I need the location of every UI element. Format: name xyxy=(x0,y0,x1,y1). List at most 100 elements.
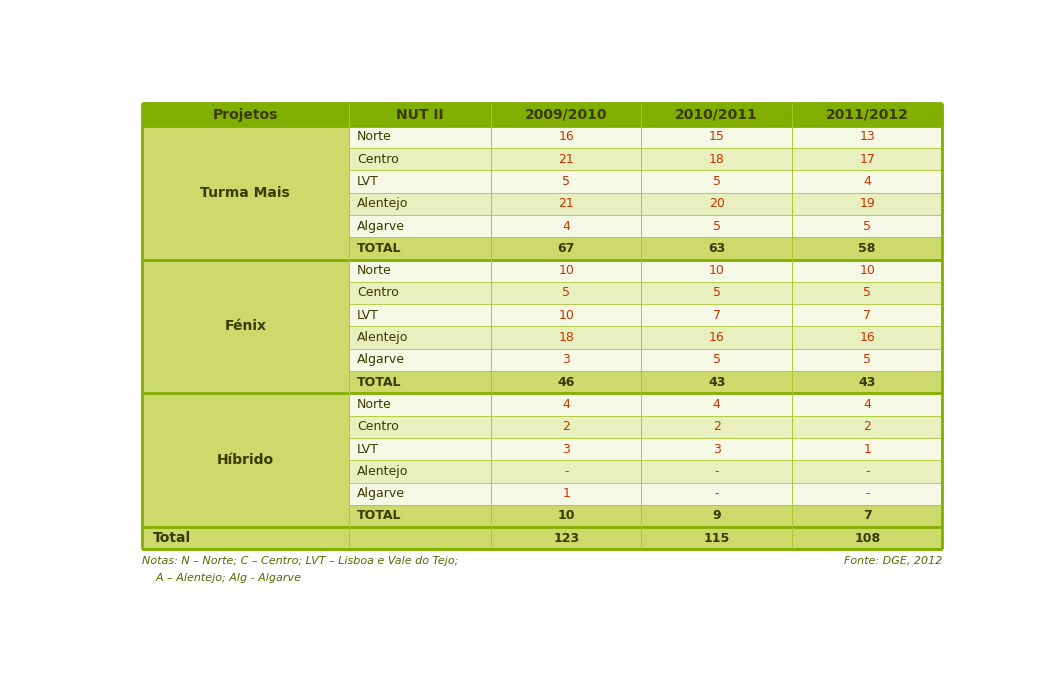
Bar xyxy=(791,215,943,237)
Text: 10: 10 xyxy=(558,509,574,522)
Text: 5: 5 xyxy=(863,287,871,299)
Text: A – Alentejo; Alg - Algarve: A – Alentejo; Alg - Algarve xyxy=(142,572,302,583)
Bar xyxy=(641,416,791,438)
Text: -: - xyxy=(714,465,719,478)
Text: -: - xyxy=(864,465,870,478)
Bar xyxy=(491,282,641,304)
Text: Alentejo: Alentejo xyxy=(358,198,408,210)
Text: 2: 2 xyxy=(562,420,570,433)
Text: 1: 1 xyxy=(562,487,570,500)
Bar xyxy=(641,327,791,349)
Bar xyxy=(491,304,641,327)
Text: 2: 2 xyxy=(713,420,720,433)
Text: 5: 5 xyxy=(562,287,570,299)
Text: 2009/2010: 2009/2010 xyxy=(525,107,607,122)
Text: LVT: LVT xyxy=(358,443,379,456)
Bar xyxy=(641,193,791,215)
Text: 5: 5 xyxy=(863,353,871,367)
Bar xyxy=(641,349,791,371)
Bar xyxy=(348,193,491,215)
Text: 4: 4 xyxy=(863,398,871,411)
Text: 4: 4 xyxy=(713,398,720,411)
Text: 115: 115 xyxy=(704,532,730,545)
Bar xyxy=(791,438,943,460)
Text: 5: 5 xyxy=(562,175,570,188)
Bar xyxy=(641,438,791,460)
Bar xyxy=(791,393,943,416)
Text: Alentejo: Alentejo xyxy=(358,465,408,478)
Bar xyxy=(791,527,943,549)
Text: 7: 7 xyxy=(713,309,720,322)
Bar xyxy=(491,393,641,416)
Text: 16: 16 xyxy=(859,331,875,344)
Bar xyxy=(791,483,943,504)
Text: 4: 4 xyxy=(562,398,570,411)
Bar xyxy=(791,103,943,126)
Text: TOTAL: TOTAL xyxy=(358,375,402,388)
Text: -: - xyxy=(714,487,719,500)
Bar xyxy=(491,126,641,148)
Bar xyxy=(791,371,943,393)
Text: -: - xyxy=(864,487,870,500)
Bar xyxy=(348,237,491,259)
Text: 13: 13 xyxy=(859,130,875,143)
Text: 43: 43 xyxy=(708,375,726,388)
Bar xyxy=(641,282,791,304)
Text: Norte: Norte xyxy=(358,264,391,277)
Text: 2010/2011: 2010/2011 xyxy=(675,107,759,122)
Bar xyxy=(641,148,791,170)
Text: 43: 43 xyxy=(858,375,876,388)
Text: 15: 15 xyxy=(709,130,725,143)
Bar xyxy=(348,282,491,304)
Bar xyxy=(348,460,491,483)
Bar xyxy=(491,237,641,259)
Bar xyxy=(641,393,791,416)
Text: LVT: LVT xyxy=(358,309,379,322)
Text: 2: 2 xyxy=(863,420,871,433)
Bar xyxy=(491,504,641,527)
Bar xyxy=(348,504,491,527)
Bar xyxy=(641,483,791,504)
Bar xyxy=(491,148,641,170)
Text: Norte: Norte xyxy=(358,130,391,143)
Text: TOTAL: TOTAL xyxy=(358,509,402,522)
Bar xyxy=(491,215,641,237)
Bar xyxy=(491,193,641,215)
Bar xyxy=(641,527,791,549)
Text: Centro: Centro xyxy=(358,153,399,166)
Text: Algarve: Algarve xyxy=(358,353,405,367)
Bar xyxy=(142,393,348,527)
Text: 16: 16 xyxy=(559,130,574,143)
Text: Projetos: Projetos xyxy=(213,107,278,122)
Bar xyxy=(348,103,491,126)
Text: 4: 4 xyxy=(863,175,871,188)
Bar xyxy=(491,103,641,126)
Text: Notas: N – Norte; C – Centro; LVT – Lisboa e Vale do Tejo;: Notas: N – Norte; C – Centro; LVT – Lisb… xyxy=(142,555,458,566)
Bar xyxy=(491,327,641,349)
Text: LVT: LVT xyxy=(358,175,379,188)
Text: Turma Mais: Turma Mais xyxy=(200,185,290,200)
Bar xyxy=(348,438,491,460)
Bar xyxy=(348,304,491,327)
Text: 10: 10 xyxy=(559,264,574,277)
Text: 7: 7 xyxy=(862,509,872,522)
Bar xyxy=(348,327,491,349)
Text: 5: 5 xyxy=(713,287,720,299)
Text: 10: 10 xyxy=(559,309,574,322)
Text: 3: 3 xyxy=(713,443,720,456)
Bar xyxy=(791,327,943,349)
Text: Fonte: DGE, 2012: Fonte: DGE, 2012 xyxy=(844,555,943,566)
Bar xyxy=(641,103,791,126)
Text: Algarve: Algarve xyxy=(358,487,405,500)
Text: Híbrido: Híbrido xyxy=(217,453,274,467)
Text: 16: 16 xyxy=(709,331,725,344)
Bar xyxy=(348,215,491,237)
Bar xyxy=(641,170,791,193)
Bar xyxy=(142,103,348,126)
Bar xyxy=(791,148,943,170)
Text: -: - xyxy=(564,465,568,478)
Bar xyxy=(641,304,791,327)
Text: 5: 5 xyxy=(713,219,720,233)
Bar xyxy=(791,504,943,527)
Bar xyxy=(641,259,791,282)
